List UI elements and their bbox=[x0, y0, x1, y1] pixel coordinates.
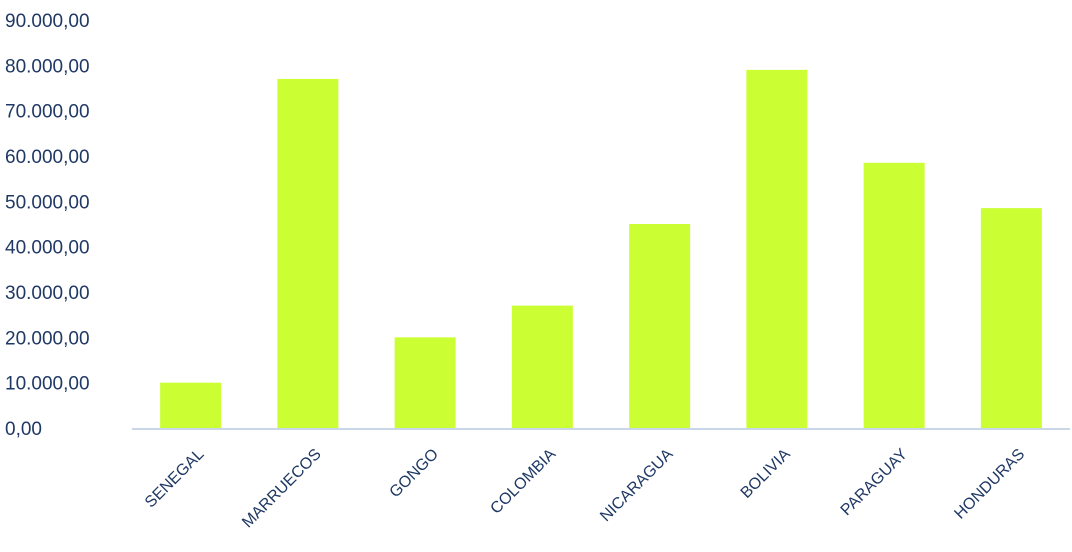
bars bbox=[160, 69, 1042, 429]
x-tick-label: NICARAGUA bbox=[597, 446, 677, 526]
bar bbox=[277, 78, 339, 428]
bar bbox=[394, 337, 456, 428]
bar bbox=[980, 208, 1042, 428]
x-tick-label: COLOMBIA bbox=[487, 446, 559, 518]
x-tick-label: HONDURAS bbox=[951, 446, 1028, 523]
x-tick-label: PARAGUAY bbox=[838, 446, 911, 519]
bar bbox=[863, 162, 925, 429]
x-tick-label: MARRUECOS bbox=[239, 446, 325, 532]
bar bbox=[746, 69, 808, 428]
y-tick-label: 20.000,00 bbox=[5, 328, 90, 349]
y-tick-label: 50.000,00 bbox=[5, 192, 90, 213]
x-tick-label: BOLIVIA bbox=[738, 446, 794, 502]
y-tick-label: 0,00 bbox=[5, 419, 42, 440]
x-tick-label: SENEGAL bbox=[142, 446, 208, 512]
bar bbox=[511, 305, 573, 428]
y-tick-label: 90.000,00 bbox=[5, 11, 90, 32]
y-tick-label: 30.000,00 bbox=[5, 283, 90, 304]
y-tick-label: 70.000,00 bbox=[5, 102, 90, 123]
x-tick-label: GONGO bbox=[387, 446, 442, 501]
y-axis-ticks: 0,00 10.000,00 20.000,00 30.000,00 40.000,00… bbox=[5, 11, 90, 440]
y-tick-label: 40.000,00 bbox=[5, 238, 90, 259]
x-axis-labels: SENEGAL MARRUECOS GONGO COLOMBIA NICARAGUA BO… bbox=[142, 446, 1028, 532]
y-tick-label: 60.000,00 bbox=[5, 147, 90, 168]
y-tick-label: 80.000,00 bbox=[5, 56, 90, 77]
bar bbox=[629, 224, 691, 428]
bar bbox=[160, 382, 222, 428]
y-tick-label: 10.000,00 bbox=[5, 374, 90, 395]
